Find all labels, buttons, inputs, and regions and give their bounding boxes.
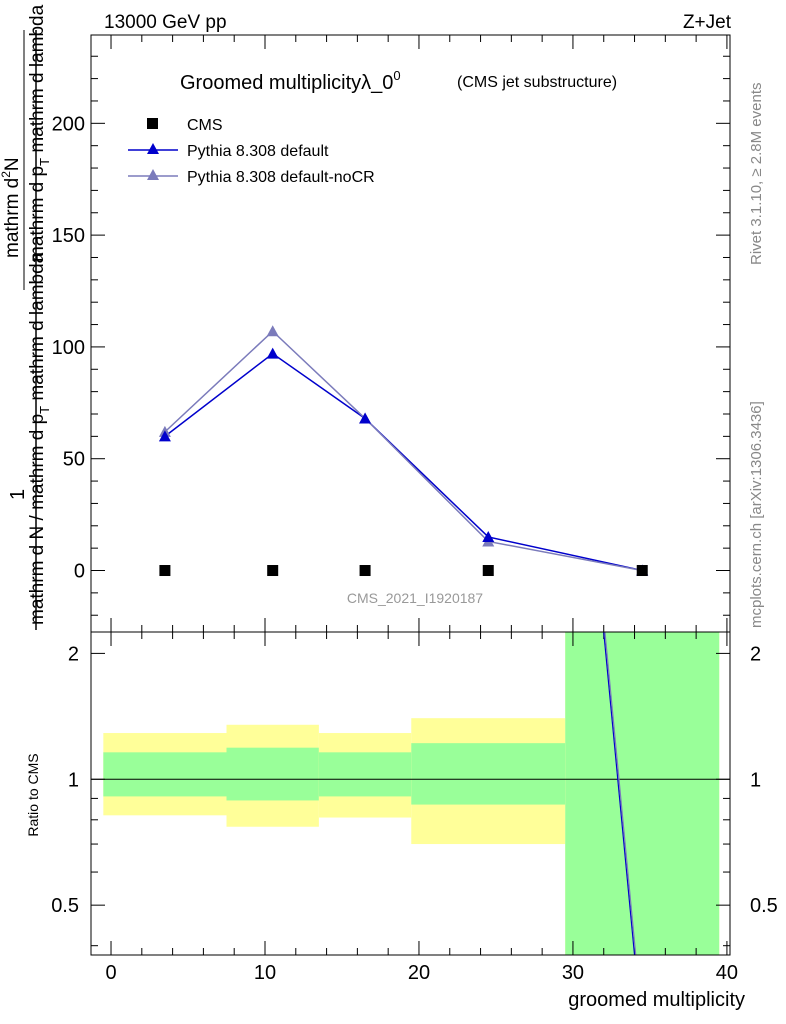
ratio-ticks: 0 10 20 30 40 0.5 0.5 1 1 2 2 — [51, 632, 778, 984]
ratio-series-lines — [603, 631, 637, 956]
analysis-id: CMS_2021_I1920187 — [347, 590, 483, 606]
ratio-y-label: Ratio to CMS — [25, 753, 41, 836]
main-series-lines — [164, 330, 643, 572]
x-tick-label: 20 — [408, 962, 430, 984]
series-2-marker — [266, 325, 279, 337]
main-series-markers — [158, 325, 649, 577]
ratio-band-green — [565, 632, 720, 955]
series-1-marker — [266, 347, 279, 359]
x-tick-label: 0 — [105, 962, 116, 984]
legend-default-marker — [147, 143, 159, 154]
ratio-frame — [90, 631, 731, 956]
cms-data-point — [359, 565, 371, 577]
main-y-tick-label: 200 — [52, 113, 85, 135]
ratio-y-tick-label: 2 — [68, 643, 79, 665]
legend: CMS Pythia 8.308 default Pythia 8.308 de… — [128, 117, 375, 186]
series-1-marker — [359, 412, 372, 424]
series-1-marker — [482, 530, 495, 542]
chart-title: Groomed multiplicityλ_00 — [180, 68, 401, 94]
ratio-band-green — [103, 752, 227, 797]
legend-nocr-label: Pythia 8.308 default-noCR — [187, 169, 375, 186]
ratio-series-line-0 — [603, 631, 636, 956]
cms-data-point — [267, 565, 279, 577]
cms-data-point — [482, 565, 494, 577]
ratio-y-tick-label: 0.5 — [51, 895, 79, 917]
chart-subtitle: (CMS jet substructure) — [457, 74, 617, 91]
series-line-2 — [164, 330, 643, 572]
ratio-panel: 0 10 20 30 40 0.5 0.5 1 1 2 2 — [51, 631, 778, 984]
y-label-right-denominator: mathrm d pT mathrm d lambda — [27, 4, 52, 262]
x-tick-label: 40 — [716, 962, 738, 984]
cms-data-point — [159, 565, 171, 577]
legend-nocr-marker — [147, 169, 159, 180]
series-1-marker — [158, 430, 171, 442]
cms-data-point — [636, 565, 648, 577]
main-y-tick-label: 0 — [74, 561, 85, 583]
ratio-y-tick-label: 1 — [68, 769, 79, 791]
main-y-tick-label: 50 — [63, 449, 85, 471]
source-label: mcplots.cern.ch [arXiv:1306.3436] — [748, 401, 765, 628]
ratio-bands — [103, 632, 720, 955]
y-label-denominator: mathrm d N / mathrm d pT mathrm d lambda — [27, 252, 52, 625]
y-label-numerator: 1 — [7, 489, 29, 500]
main-y-tick-label: 100 — [52, 337, 85, 359]
main-y-tick-label: 150 — [52, 225, 85, 247]
x-axis-label: groomed multiplicity — [568, 989, 745, 1011]
y-label-right-numerator: mathrm d2N — [0, 157, 23, 258]
ratio-y-tick-label-right: 2 — [750, 643, 761, 665]
ratio-y-tick-label-right: 0.5 — [750, 895, 778, 917]
ratio-band-green — [411, 743, 566, 805]
legend-default-label: Pythia 8.308 default — [187, 143, 329, 160]
x-tick-label: 10 — [254, 962, 276, 984]
ratio-band-green — [318, 752, 412, 797]
energy-label: 13000 GeV pp — [104, 12, 227, 33]
ratio-y-tick-label-right: 1 — [750, 769, 761, 791]
main-ticks: 0 50 100 150 200 — [52, 35, 730, 632]
legend-cms-marker — [147, 118, 158, 129]
x-tick-label: 30 — [562, 962, 584, 984]
legend-cms-label: CMS — [187, 117, 223, 134]
ratio-band-green — [226, 747, 319, 801]
series-line-1 — [164, 352, 643, 572]
process-label: Z+Jet — [683, 12, 732, 33]
rivet-label: Rivet 3.1.10, ≥ 2.8M events — [748, 83, 765, 266]
ratio-series-line-1 — [604, 631, 637, 956]
y-axis-label-main: 1 mathrm d N / mathrm d pT mathrm d lamb… — [0, 4, 52, 630]
